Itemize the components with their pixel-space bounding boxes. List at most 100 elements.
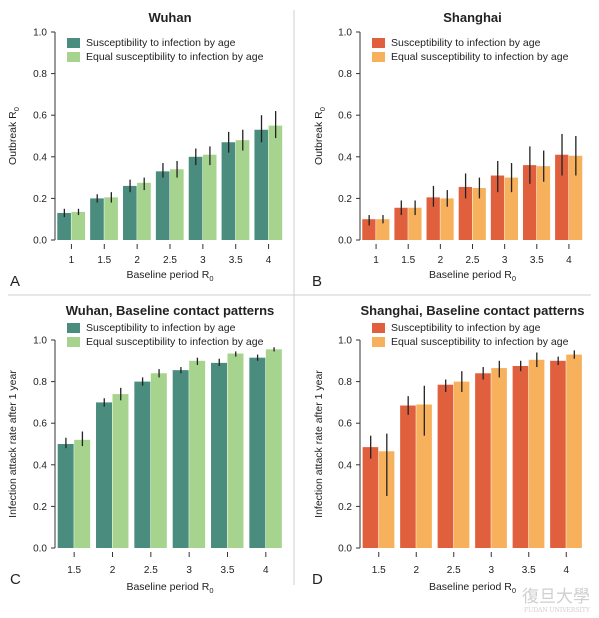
- bar: [550, 360, 566, 548]
- x-tick-label: 1.5: [372, 565, 386, 576]
- y-tick-label: 0.0: [33, 544, 47, 555]
- x-axis-label: Baseline period R0: [429, 581, 516, 595]
- y-tick-label: 0.8: [33, 69, 47, 80]
- bar: [74, 439, 91, 548]
- x-tick-label: 2: [438, 255, 444, 266]
- x-tick-label: 1.5: [97, 255, 111, 266]
- y-tick-label: 0.0: [33, 236, 47, 247]
- bar: [104, 197, 118, 240]
- bar: [189, 360, 206, 548]
- bar: [408, 207, 422, 240]
- y-axis-label: Infection attack rate after 1 year: [7, 370, 19, 518]
- legend: Susceptibility to infection by age Equal …: [372, 322, 569, 348]
- bar: [536, 166, 551, 240]
- bar: [426, 197, 440, 240]
- legend-swatch: [67, 52, 80, 62]
- bar: [504, 177, 518, 240]
- bar: [188, 156, 203, 240]
- panel-letter: D: [312, 571, 323, 588]
- legend-swatch: [67, 337, 80, 347]
- y-tick-label: 0.0: [338, 236, 352, 247]
- bar: [150, 373, 167, 548]
- legend: Susceptibility to infection by age Equal …: [67, 37, 264, 63]
- y-axis-label: Outbreak R0: [313, 107, 327, 165]
- bar: [416, 404, 432, 548]
- bar: [57, 444, 74, 548]
- bar: [566, 354, 582, 548]
- bar: [265, 349, 282, 548]
- y-tick-label: 0.0: [338, 544, 352, 555]
- x-tick-label: 3: [186, 565, 192, 576]
- bar: [394, 207, 408, 240]
- y-tick-label: 0.4: [33, 152, 47, 163]
- x-tick-label: 3: [200, 255, 206, 266]
- y-tick-label: 0.8: [33, 377, 47, 388]
- bar: [362, 447, 379, 548]
- y-tick-label: 1.0: [33, 336, 47, 347]
- x-tick-label: 3.5: [530, 255, 544, 266]
- y-tick-label: 0.6: [338, 419, 352, 430]
- bar: [512, 366, 529, 548]
- y-tick-label: 0.2: [338, 502, 352, 513]
- panel-letter: A: [10, 273, 20, 290]
- x-tick-label: 2.5: [466, 255, 480, 266]
- y-tick-label: 0.2: [338, 194, 352, 205]
- x-tick-label: 3.5: [229, 255, 243, 266]
- x-tick-label: 2: [134, 255, 140, 266]
- bar: [57, 212, 71, 240]
- y-tick-label: 1.0: [338, 28, 352, 39]
- chart-title: Shanghai, Baseline contact patterns: [361, 303, 585, 318]
- bar: [90, 198, 104, 240]
- chart-panel-a: Wuhan A 0.0 0.2 0.4 0.6 0.8 1.0 Outbreak R0 1 1.5 2…: [7, 10, 283, 290]
- x-tick-label: 1.5: [67, 565, 81, 576]
- bar: [235, 140, 250, 240]
- x-tick-label: 2: [110, 565, 116, 576]
- x-tick-label: 3: [502, 255, 508, 266]
- x-tick-label: 2.5: [144, 565, 158, 576]
- chart-title: Wuhan, Baseline contact patterns: [66, 303, 275, 318]
- x-tick-label: 4: [563, 565, 569, 576]
- x-tick-label: 3.5: [522, 565, 536, 576]
- watermark-subtext: FUDAN UNIVERSITY: [524, 607, 591, 614]
- watermark-text: 復旦大學: [522, 587, 590, 607]
- bar: [155, 171, 170, 240]
- bar: [568, 155, 583, 240]
- legend-swatch: [372, 337, 385, 347]
- y-tick-label: 0.6: [33, 419, 47, 430]
- bar: [96, 402, 112, 548]
- x-tick-label: 1.5: [401, 255, 415, 266]
- bar: [437, 384, 454, 548]
- legend-label: Susceptibility to infection by age: [86, 322, 236, 334]
- bar: [555, 154, 569, 240]
- bar: [453, 381, 470, 548]
- bar: [123, 185, 137, 240]
- bar: [249, 357, 266, 548]
- watermark: 復旦大學 FUDAN UNIVERSITY: [522, 587, 591, 614]
- legend: Susceptibility to infection by age Equal …: [372, 37, 569, 63]
- bar: [211, 362, 227, 548]
- x-tick-label: 3.5: [221, 565, 235, 576]
- legend-label: Susceptibility to infection by age: [86, 37, 236, 49]
- x-tick-label: 1: [373, 255, 379, 266]
- y-tick-label: 0.4: [338, 152, 352, 163]
- x-tick-label: 4: [266, 255, 272, 266]
- legend-label: Equal susceptibility to infection by age: [86, 336, 264, 348]
- bar: [400, 405, 416, 548]
- bar: [202, 154, 217, 240]
- legend-swatch: [372, 38, 385, 48]
- y-tick-label: 0.8: [338, 69, 352, 80]
- bar: [172, 370, 189, 548]
- bar: [254, 129, 269, 240]
- bar: [71, 211, 86, 240]
- bar: [112, 394, 129, 548]
- x-tick-label: 4: [263, 565, 269, 576]
- bar: [268, 125, 283, 240]
- legend-swatch: [372, 323, 385, 333]
- legend-label: Susceptibility to infection by age: [391, 37, 541, 49]
- chart-panel-b: Shanghai B 0.0 0.2 0.4 0.6 0.8 1.0 Outbreak R0 1 1…: [312, 10, 583, 290]
- x-axis-label: Baseline period R0: [429, 269, 516, 283]
- chart-title: Wuhan: [148, 10, 191, 25]
- y-tick-label: 0.4: [338, 460, 352, 471]
- x-tick-label: 3: [488, 565, 494, 576]
- x-tick-label: 1: [69, 255, 75, 266]
